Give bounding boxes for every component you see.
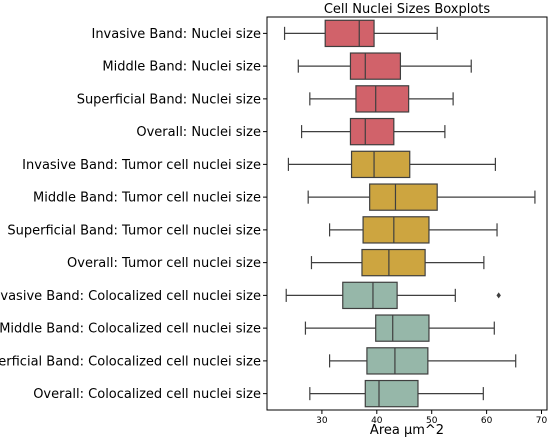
boxplot-row [307,183,536,211]
outlier-point [496,292,501,299]
iqr-box [366,347,429,375]
boxplot-row [287,150,496,179]
category-label: Overall: Tumor cell nuclei size [67,256,261,271]
iqr-box [350,150,411,179]
category-label: Middle Band: Nuclei size [102,60,261,75]
iqr-box [375,314,430,342]
boxplot-row [283,19,438,48]
x-tick-label: 40 [371,416,383,426]
iqr-box [349,52,402,80]
category-label: Middle Band: Tumor cell nuclei size [33,191,261,206]
boxplot-row [328,216,498,244]
x-tick-label: 50 [426,416,438,426]
category-label: Superficial Band: Tumor cell nuclei size [7,223,261,238]
category-label: Overall: Colocalized cell nuclei size [33,387,261,402]
category-label: Superficial Band: Colocalized cell nucle… [0,354,261,369]
boxplot-row [297,52,472,80]
iqr-box [361,248,426,277]
category-label: Invasive Band: Nuclei size [91,27,261,42]
x-tick-label: 60 [481,416,493,426]
iqr-box [349,117,395,146]
x-axis-label: Area µm^2 [370,423,444,438]
category-label: Middle Band: Colocalized cell nuclei siz… [0,322,261,337]
boxplot-row [310,248,485,277]
boxplot-row [309,379,484,408]
category-label: Superficial Band: Nuclei size [77,92,261,107]
category-label: Invasive Band: Tumor cell nuclei size [22,158,261,173]
x-tick-label: 30 [316,416,328,426]
plot-area-frame [266,16,548,411]
category-labels: Invasive Band: Nuclei size Middle Band: N… [0,27,267,402]
chart-title: Cell Nuclei Sizes Boxplots [324,2,491,17]
boxes-layer [283,19,536,408]
x-axis: 30 40 50 60 70 [316,410,548,426]
iqr-box [364,379,419,408]
iqr-box [355,85,410,113]
boxplot-row [300,117,446,146]
iqr-box [342,281,398,310]
x-tick-label: 70 [536,416,548,426]
category-label: Overall: Nuclei size [136,125,261,140]
category-label: Invasive Band: Colocalized cell nuclei s… [0,289,261,304]
boxplot-row [328,347,517,375]
iqr-box [324,19,375,48]
boxplot-row [309,85,454,113]
boxplot-row [304,314,495,342]
iqr-box [362,216,430,244]
iqr-box [369,183,438,211]
boxplot-row [285,281,501,310]
